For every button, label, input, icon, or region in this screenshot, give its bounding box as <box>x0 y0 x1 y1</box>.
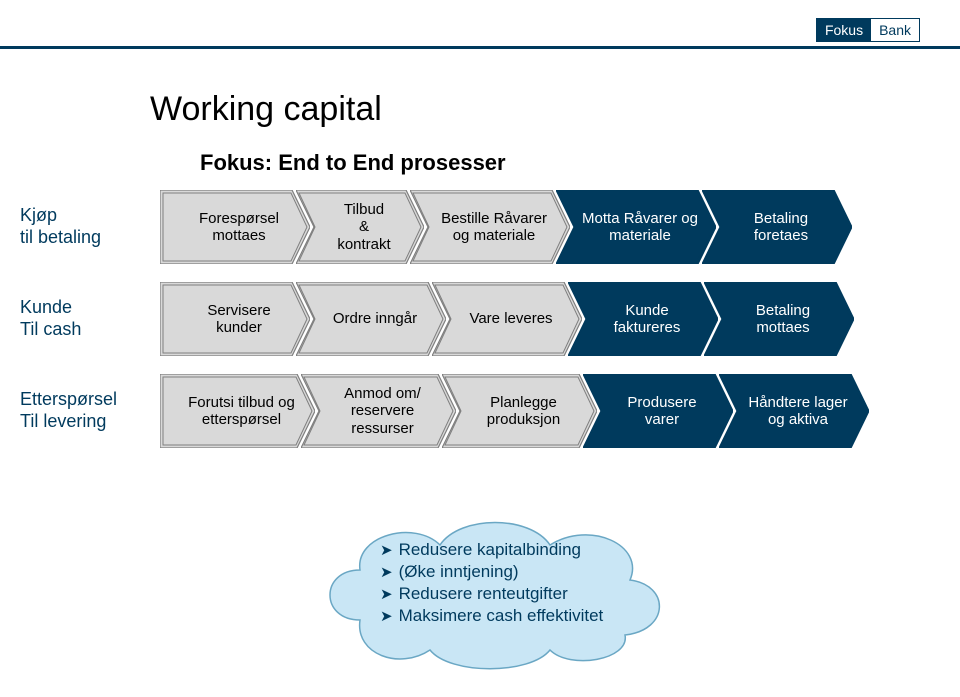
process-step-label: Tilbud&kontrakt <box>296 190 424 264</box>
chevron-row: Forespørsel mottaes Tilbud&kontrakt Best… <box>160 190 940 264</box>
row-label: EtterspørselTil levering <box>20 389 160 432</box>
process-step-label: Betaling mottaes <box>704 282 854 356</box>
process-step: Produsere varer <box>583 374 733 448</box>
goal-text: Redusere renteutgifter <box>399 584 568 604</box>
page-subtitle: Fokus: End to End prosesser <box>200 150 506 176</box>
process-step: Planlegge produksjon <box>442 374 597 448</box>
process-step: Bestille Råvarer og materiale <box>410 190 570 264</box>
process-step: Håndtere lager og aktiva <box>719 374 869 448</box>
process-step: Ordre inngår <box>296 282 446 356</box>
process-step-label: Vare leveres <box>432 282 582 356</box>
process-step: Motta Råvarer og materiale <box>556 190 716 264</box>
process-step: Forespørsel mottaes <box>160 190 310 264</box>
goal-text: Redusere kapitalbinding <box>399 540 581 560</box>
brand-logo: Fokus Bank <box>816 18 920 42</box>
process-step-label: Bestille Råvarer og materiale <box>410 190 570 264</box>
logo-left: Fokus <box>817 19 871 41</box>
process-rows: Kjøptil betaling Forespørsel mottaes Til… <box>20 190 940 466</box>
process-step-label: Forutsi tilbud og etterspørsel <box>160 374 315 448</box>
process-step-label: Motta Råvarer og materiale <box>556 190 716 264</box>
process-step-label: Ordre inngår <box>296 282 446 356</box>
goal-item: ➤ Redusere renteutgifter <box>380 584 603 604</box>
bullet-arrow-icon: ➤ <box>380 563 393 581</box>
process-step-label: Håndtere lager og aktiva <box>719 374 869 448</box>
process-row: Kjøptil betaling Forespørsel mottaes Til… <box>20 190 940 264</box>
process-step-label: Kunde faktureres <box>568 282 718 356</box>
process-step-label: Anmod om/ reservere ressurser <box>301 374 456 448</box>
bullet-arrow-icon: ➤ <box>380 607 393 625</box>
topbar: Fokus Bank <box>0 0 960 52</box>
goal-text: (Øke inntjening) <box>399 562 519 582</box>
process-step-label: Servisere kunder <box>160 282 310 356</box>
logo-right: Bank <box>871 19 919 41</box>
process-step-label: Betaling foretaes <box>702 190 852 264</box>
bullet-arrow-icon: ➤ <box>380 585 393 603</box>
row-label: KundeTil cash <box>20 297 160 340</box>
goals-cloud: ➤ Redusere kapitalbinding ➤ (Øke inntjening… <box>300 500 680 670</box>
process-step: Betaling mottaes <box>704 282 854 356</box>
page-title: Working capital <box>150 90 382 129</box>
topbar-line <box>0 46 960 49</box>
process-step: Servisere kunder <box>160 282 310 356</box>
process-step-label: Planlegge produksjon <box>442 374 597 448</box>
goal-item: ➤ (Øke inntjening) <box>380 562 603 582</box>
process-row: EtterspørselTil levering Forutsi tilbud … <box>20 374 940 448</box>
process-step: Forutsi tilbud og etterspørsel <box>160 374 315 448</box>
process-step-label: Forespørsel mottaes <box>160 190 310 264</box>
process-step: Tilbud&kontrakt <box>296 190 424 264</box>
goal-item: ➤ Redusere kapitalbinding <box>380 540 603 560</box>
chevron-row: Servisere kunder Ordre inngår Vare lever… <box>160 282 940 356</box>
process-step: Betaling foretaes <box>702 190 852 264</box>
bullet-arrow-icon: ➤ <box>380 541 393 559</box>
process-step: Anmod om/ reservere ressurser <box>301 374 456 448</box>
process-row: KundeTil cash Servisere kunder Ordre inn… <box>20 282 940 356</box>
row-label: Kjøptil betaling <box>20 205 160 248</box>
process-step-label: Produsere varer <box>583 374 733 448</box>
process-step: Vare leveres <box>432 282 582 356</box>
goals-list: ➤ Redusere kapitalbinding ➤ (Øke inntjening… <box>380 540 603 628</box>
chevron-row: Forutsi tilbud og etterspørsel Anmod om/… <box>160 374 940 448</box>
goal-item: ➤ Maksimere cash effektivitet <box>380 606 603 626</box>
goal-text: Maksimere cash effektivitet <box>399 606 604 626</box>
process-step: Kunde faktureres <box>568 282 718 356</box>
